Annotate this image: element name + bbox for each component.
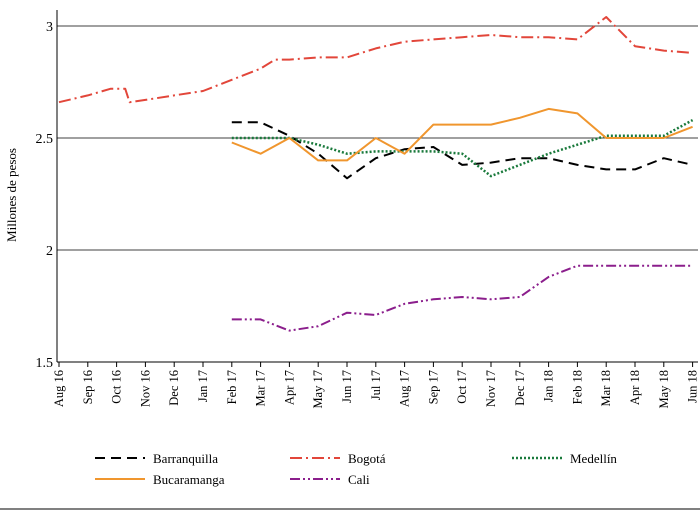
x-axis-ticks: Aug 16 Sep 16 Oct 16 Nov 16 Dec 16 Jan 17 Feb …: [52, 362, 700, 409]
legend-label: Medellín: [570, 451, 617, 466]
x-tick-label: Nov 16: [138, 370, 152, 407]
legend-label: Barranquilla: [153, 451, 218, 466]
x-tick-label: Feb 18: [570, 370, 584, 404]
legend-label: Bucaramanga: [153, 472, 225, 487]
series-line-bucaramanga: [231, 107, 693, 162]
x-tick-label: Apr 18: [628, 370, 642, 405]
x-tick-label: Aug 17: [398, 370, 412, 407]
x-tick-label: Dec 16: [167, 370, 181, 406]
x-tick-label: Apr 17: [282, 370, 296, 405]
series-line-bogot: [58, 16, 693, 104]
y-tick-label: 3: [46, 20, 53, 35]
x-tick-label: Nov 17: [484, 370, 498, 407]
legend: Barranquilla Bogotá Medellín Bucaramanga Cal…: [95, 451, 617, 487]
y-axis-ticks: 1.5 2 2.5 3: [36, 20, 54, 371]
series-line-cali: [231, 264, 693, 332]
x-tick-label: Aug 16: [52, 370, 66, 407]
x-tick-label: Jun 18: [686, 370, 700, 403]
x-tick-label: Jan 18: [542, 370, 556, 402]
x-tick-label: Dec 17: [513, 370, 527, 406]
x-tick-label: Sep 16: [81, 370, 95, 404]
y-axis-label: Millones de pesos: [4, 148, 19, 242]
x-tick-label: Mar 17: [254, 370, 268, 406]
gridlines: [56, 10, 698, 362]
series-line-medelln: [231, 119, 694, 178]
legend-label: Bogotá: [348, 451, 386, 466]
x-tick-label: Jan 17: [196, 370, 210, 402]
y-tick-label: 1.5: [36, 356, 54, 371]
x-tick-label: Jun 17: [340, 370, 354, 403]
x-tick-label: Oct 17: [455, 370, 469, 404]
x-tick-label: Oct 16: [110, 370, 124, 404]
legend-label: Cali: [348, 472, 370, 487]
x-tick-label: Mar 18: [599, 370, 613, 406]
series-lines: [58, 16, 694, 332]
x-tick-label: May 18: [657, 370, 671, 409]
series-line-barranquilla: [231, 121, 693, 180]
y-tick-label: 2.5: [36, 132, 54, 147]
x-tick-label: Jul 17: [369, 370, 383, 400]
y-tick-label: 2: [46, 244, 53, 259]
x-tick-label: May 17: [311, 370, 325, 409]
x-tick-label: Feb 17: [225, 370, 239, 404]
x-tick-label: Sep 17: [426, 370, 440, 404]
